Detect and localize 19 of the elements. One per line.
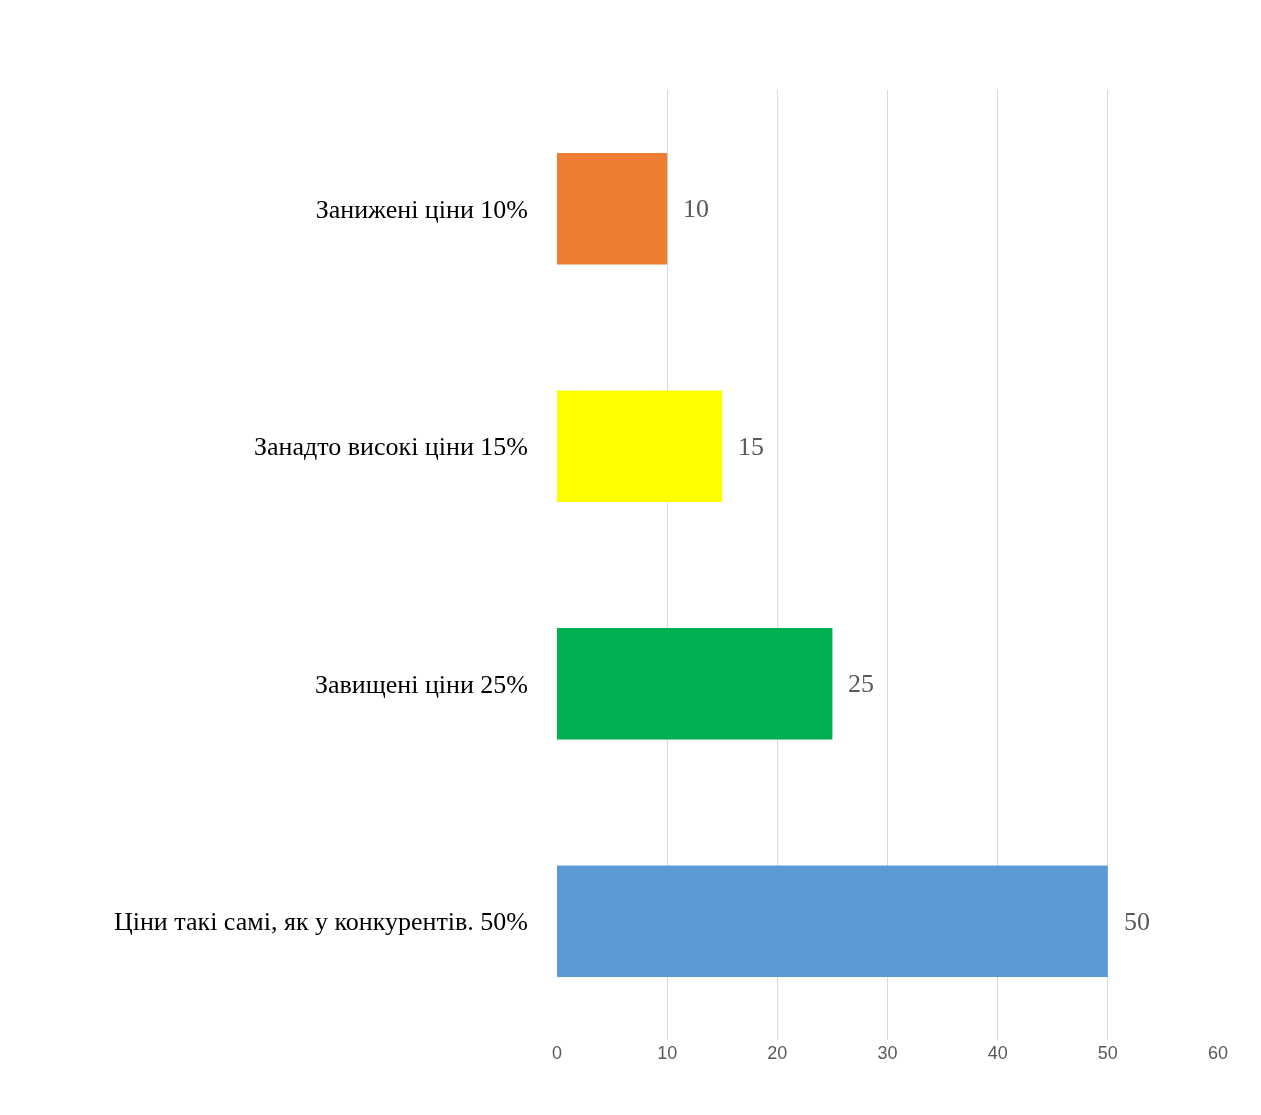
y-tick-label: Завищені ціни 25% — [314, 669, 528, 699]
x-tick-label: 50 — [1097, 1043, 1118, 1063]
bar — [557, 865, 1108, 978]
x-tick-label: 40 — [987, 1043, 1008, 1063]
data-label: 25 — [848, 669, 874, 698]
y-tick-label: Ціни такі самі, як у конкурентів. 50% — [113, 907, 528, 937]
y-tick-label: Занижені ціни 10% — [315, 194, 528, 224]
data-label: 50 — [1124, 907, 1150, 936]
data-label: 15 — [738, 432, 764, 461]
bar — [557, 390, 723, 503]
x-tick-label: 60 — [1207, 1043, 1229, 1063]
data-label: 10 — [683, 194, 709, 223]
x-tick-label: 20 — [767, 1043, 788, 1063]
x-tick-label: 10 — [657, 1043, 678, 1063]
bar — [557, 152, 668, 265]
bar — [557, 627, 833, 740]
x-tick-label: 30 — [877, 1043, 898, 1063]
x-tick-label: 0 — [551, 1043, 563, 1063]
y-tick-label: Занадто високі ціни 15% — [254, 432, 528, 462]
